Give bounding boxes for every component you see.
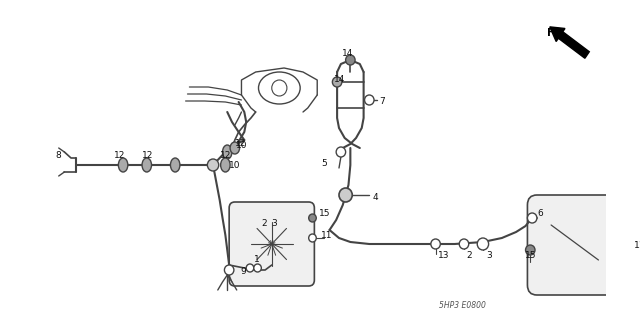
Text: 1: 1 <box>254 256 260 264</box>
Text: 5HP3 E0800: 5HP3 E0800 <box>438 301 486 310</box>
Ellipse shape <box>223 145 232 159</box>
FancyBboxPatch shape <box>527 195 630 295</box>
Text: 11: 11 <box>321 231 333 240</box>
Text: 10: 10 <box>236 140 247 150</box>
Circle shape <box>431 239 440 249</box>
Text: 15: 15 <box>319 210 331 219</box>
FancyArrow shape <box>550 27 589 58</box>
Circle shape <box>460 239 468 249</box>
Ellipse shape <box>142 158 152 172</box>
Circle shape <box>308 214 316 222</box>
Text: 4: 4 <box>372 192 378 202</box>
Text: 12: 12 <box>142 151 154 160</box>
Circle shape <box>621 244 628 252</box>
Text: 11: 11 <box>634 241 640 249</box>
Text: 3: 3 <box>272 219 278 227</box>
Circle shape <box>207 159 219 171</box>
Text: 8: 8 <box>56 152 61 160</box>
Circle shape <box>254 264 261 272</box>
Circle shape <box>336 147 346 157</box>
Ellipse shape <box>118 158 128 172</box>
Circle shape <box>246 264 254 272</box>
Circle shape <box>365 95 374 105</box>
Circle shape <box>346 55 355 65</box>
Circle shape <box>477 238 488 250</box>
Ellipse shape <box>230 142 239 154</box>
Text: 6: 6 <box>538 209 543 218</box>
Circle shape <box>225 265 234 275</box>
Text: 12: 12 <box>220 151 231 160</box>
Text: 14: 14 <box>342 48 353 57</box>
Text: 7: 7 <box>379 98 385 107</box>
Text: FR.: FR. <box>547 28 566 38</box>
Circle shape <box>527 213 537 223</box>
Text: 10: 10 <box>229 161 241 170</box>
Circle shape <box>525 245 535 255</box>
Circle shape <box>272 80 287 96</box>
Ellipse shape <box>221 158 230 172</box>
Text: 15: 15 <box>525 250 536 259</box>
Text: 12: 12 <box>235 138 246 147</box>
Text: 5: 5 <box>321 159 327 167</box>
Text: 2: 2 <box>261 219 267 227</box>
Text: 14: 14 <box>334 75 346 84</box>
Text: 13: 13 <box>438 250 450 259</box>
Ellipse shape <box>259 72 300 104</box>
Circle shape <box>332 77 342 87</box>
Text: 12: 12 <box>114 151 125 160</box>
Text: 9: 9 <box>241 268 246 277</box>
FancyBboxPatch shape <box>229 202 314 286</box>
Circle shape <box>339 188 352 202</box>
Text: 3: 3 <box>486 251 492 261</box>
Ellipse shape <box>170 158 180 172</box>
Text: 2: 2 <box>467 250 472 259</box>
Circle shape <box>308 234 316 242</box>
